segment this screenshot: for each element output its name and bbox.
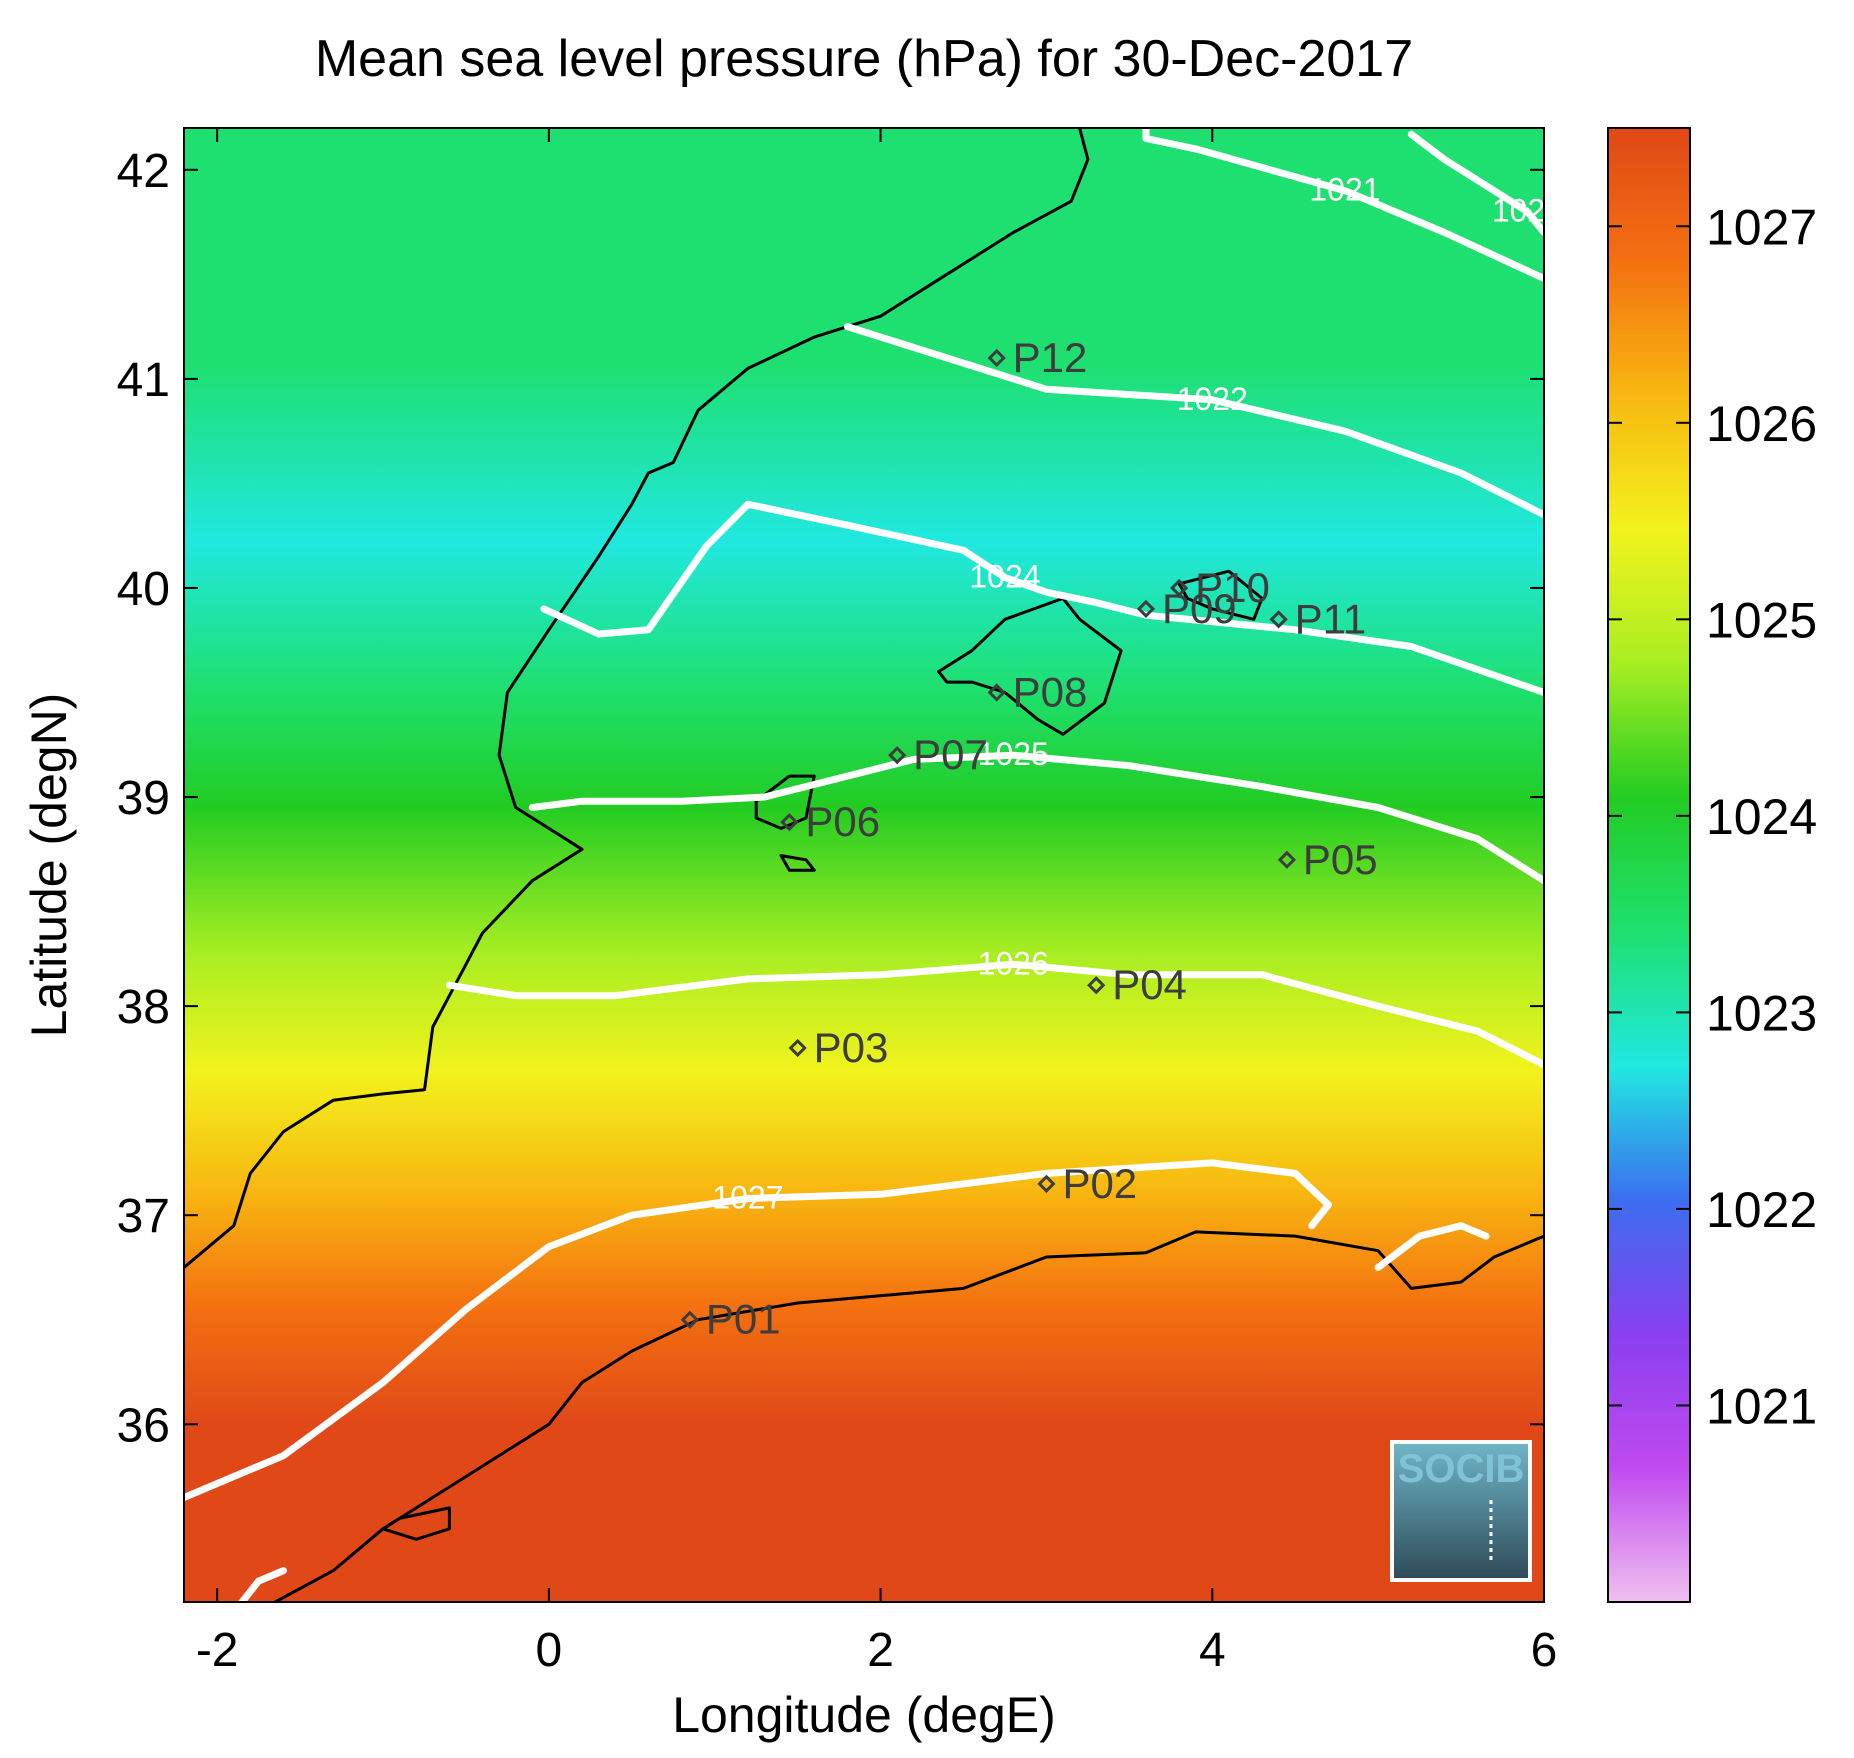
colorbar-tick-label: 1027 <box>1706 199 1817 255</box>
y-axis-ticks: 36 37 38 39 40 41 42 <box>117 145 1544 1452</box>
station-marker <box>1136 599 1156 619</box>
coastline-ibiza <box>754 774 816 830</box>
x-tick-label: 4 <box>1199 1624 1226 1677</box>
coastline-mallorca <box>937 596 1123 736</box>
isobar-line <box>184 1159 1332 1501</box>
y-tick-label: 40 <box>117 563 170 616</box>
station-marker <box>680 1310 699 1329</box>
socib-logo-text: SOCIB <box>1398 1447 1525 1491</box>
station-label: P08 <box>1013 669 1088 716</box>
coastline-iberia <box>184 128 1090 1269</box>
x-tick-label: 0 <box>536 1624 563 1677</box>
isobar-line <box>445 960 1544 1069</box>
station-label: P11 <box>1295 595 1367 642</box>
isobar-label: 1022 <box>1177 381 1248 417</box>
isobar-label: 1026 <box>978 945 1049 981</box>
station-marker <box>1170 578 1189 598</box>
isobar-labels: 1021 1022 1023 1024 1025 1026 1027 <box>712 172 1563 1216</box>
colorbar-ticks: 1021 1022 1023 1024 1025 1026 1027 <box>1608 199 1817 1434</box>
isobar-label: 1027 <box>712 1179 783 1215</box>
station-label: P06 <box>805 798 880 845</box>
colorbar-tick-label: 1025 <box>1706 592 1817 648</box>
station-marker <box>987 683 1006 702</box>
x-tick-label: 6 <box>1531 1624 1558 1677</box>
coastline-formentera <box>779 854 816 872</box>
coastline-alboran <box>381 1506 451 1541</box>
station-label: P12 <box>1013 334 1088 381</box>
station-label: P09 <box>1162 585 1237 632</box>
colorbar-tick-label: 1021 <box>1706 1378 1817 1434</box>
station-label: P04 <box>1112 961 1187 1008</box>
isobar-label: 1024 <box>969 559 1040 595</box>
isobar-line <box>1142 128 1544 282</box>
colorbar-tick-label: 1026 <box>1706 396 1817 452</box>
socib-logo-frame <box>1390 1440 1532 1582</box>
station-marker <box>1269 610 1288 629</box>
colorbar-tick-label: 1024 <box>1706 789 1817 845</box>
y-tick-label: 37 <box>117 1190 170 1243</box>
station-label: P01 <box>706 1296 781 1343</box>
station-marker <box>888 746 907 765</box>
x-tick-label: -2 <box>196 1624 239 1677</box>
figure-title: Mean sea level pressure (hPa) for 30-Dec… <box>315 30 1413 88</box>
station-label: P05 <box>1303 836 1378 883</box>
station-marker <box>1277 850 1297 869</box>
isobar-line <box>1407 130 1544 236</box>
y-tick-label: 38 <box>117 981 170 1034</box>
isobars <box>184 128 1544 1602</box>
isobar-line <box>843 323 1544 519</box>
y-tick-label: 41 <box>117 354 170 407</box>
station-label: P02 <box>1062 1160 1137 1207</box>
x-axis-ticks: -2 0 2 4 6 <box>196 128 1558 1677</box>
station-marker <box>788 1038 807 1058</box>
isobar-line <box>540 500 1544 696</box>
plot-frame <box>183 127 1545 1603</box>
colorbar: 1021 1022 1023 1024 1025 1026 1027 <box>1607 127 1817 1603</box>
station-marker <box>1037 1174 1056 1193</box>
x-tick-label: 2 <box>867 1624 894 1677</box>
isobar-line <box>238 1567 287 1602</box>
x-axis-title: Longitude (degE) <box>672 1687 1056 1743</box>
coastline-north_africa <box>274 1230 1544 1602</box>
station-label: P07 <box>913 731 988 778</box>
colorbar-tick-label: 1022 <box>1706 1182 1817 1238</box>
coastline-menorca <box>1177 569 1264 621</box>
station-label: P03 <box>814 1024 889 1071</box>
coastlines <box>184 128 1544 1602</box>
colorbar-tick-label: 1023 <box>1706 985 1817 1041</box>
socib-logo: SOCIB <box>1390 1440 1532 1582</box>
y-axis-title: Latitude (degN) <box>21 693 77 1038</box>
station-marker <box>780 813 799 832</box>
isobar-label: 1025 <box>978 736 1049 772</box>
y-tick-label: 42 <box>117 145 170 198</box>
station-marker <box>987 348 1006 368</box>
isobar-label: 1023 <box>1492 193 1563 229</box>
station-label: P10 <box>1195 564 1270 611</box>
y-tick-label: 36 <box>117 1399 170 1452</box>
isobar-label: 1021 <box>1309 172 1380 208</box>
isobar-line <box>1374 1222 1490 1271</box>
isobar-line <box>528 751 1544 885</box>
y-tick-label: 39 <box>117 772 170 825</box>
colorbar-strip <box>1607 127 1691 1603</box>
station-marker <box>1087 976 1106 995</box>
